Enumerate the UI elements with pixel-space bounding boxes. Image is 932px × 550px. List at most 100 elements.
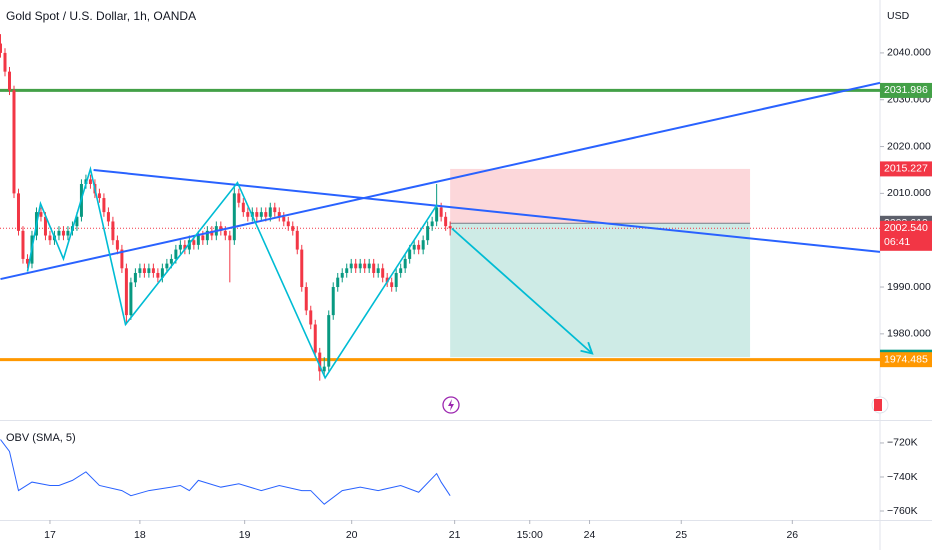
candle-body [165, 263, 169, 269]
candle-body [390, 282, 394, 288]
candle-body [349, 263, 353, 269]
candle-body [345, 268, 349, 273]
candle-body [282, 216, 286, 222]
candle-body [439, 207, 443, 217]
candle-body [25, 258, 29, 264]
candle-body [421, 240, 425, 250]
candle-body [138, 268, 142, 273]
candle-body [300, 249, 304, 288]
candle-body [354, 263, 358, 269]
candle-body [39, 212, 43, 217]
candle-body [412, 244, 416, 250]
candle-body [205, 230, 209, 241]
candle-body [259, 212, 263, 217]
candle-body [120, 249, 124, 269]
candle-body [151, 268, 155, 273]
x-tick-label: 26 [786, 529, 798, 541]
candle-body [12, 90, 16, 194]
price-label-box [880, 82, 932, 98]
obv-line [0, 439, 451, 505]
x-tick-label: 15:00 [517, 529, 543, 541]
trendline [0, 81, 880, 281]
candle-body [160, 268, 164, 278]
candle-body [48, 235, 52, 241]
arrow-line [451, 227, 593, 355]
y-tick-label: 2010.000 [887, 187, 931, 199]
candle-body [97, 193, 101, 199]
candle-body [124, 268, 128, 316]
candle-body [264, 212, 268, 217]
x-tick-label: 20 [346, 529, 358, 541]
axes: 2040.0002030.0002020.0002010.0001990.000… [44, 47, 932, 541]
price-label-box [880, 161, 932, 177]
y-tick-label: 2040.000 [887, 47, 931, 59]
y-tick-label: −760K [887, 505, 918, 517]
candle-body [435, 207, 439, 222]
candle-body [169, 258, 173, 264]
y-tick-label: 2020.000 [887, 140, 931, 152]
candle-body [309, 310, 313, 325]
candle-body [21, 230, 25, 259]
candle-body [385, 277, 389, 283]
candle-body [210, 230, 214, 236]
candle-body [237, 193, 241, 203]
y-tick-label: 1980.000 [887, 328, 931, 340]
candle-body [3, 52, 7, 72]
candle-body [340, 272, 344, 278]
candle-body [7, 71, 11, 91]
candle-body [133, 272, 137, 283]
candle-body [358, 263, 362, 269]
price-label-box [880, 352, 932, 368]
target-zone [450, 223, 751, 358]
price-label: 1974.485 [884, 353, 928, 365]
candle-body [61, 230, 65, 236]
x-tick-label: 17 [44, 529, 56, 541]
candle-body [156, 272, 160, 278]
candle-body [66, 230, 70, 236]
candle-body [408, 249, 412, 259]
candle-body [183, 244, 187, 250]
x-tick-label: 24 [584, 529, 596, 541]
currency: USD [887, 10, 910, 22]
x-tick-label: 18 [134, 529, 146, 541]
candle-body [313, 324, 317, 353]
candle-body [196, 235, 200, 245]
candle-body [43, 216, 47, 236]
candle-body [273, 207, 277, 213]
candle-body [318, 352, 322, 372]
candle-body [142, 268, 146, 273]
price-label: 2031.986 [884, 84, 928, 96]
candle-body [57, 230, 61, 236]
candle-body [129, 282, 133, 316]
candle-body [106, 212, 110, 222]
candle-body [331, 287, 335, 316]
y-tick-label: 1990.000 [887, 281, 931, 293]
trendline [93, 168, 880, 253]
candle-body [327, 315, 331, 367]
candle-body [295, 230, 299, 250]
candle-body [367, 263, 371, 269]
candle-body [192, 240, 196, 245]
candle-body [241, 202, 245, 213]
chart-title: Gold Spot / U.S. Dollar, 1h, OANDA [6, 9, 196, 23]
candle-body [75, 216, 79, 227]
candle-body [178, 244, 182, 250]
candle-body [426, 226, 430, 241]
x-tick-label: 25 [675, 529, 687, 541]
candle-body [255, 212, 259, 217]
candle-body [399, 268, 403, 273]
alert-icon[interactable] [442, 396, 460, 414]
stop-zone [450, 168, 751, 224]
x-tick-label: 21 [449, 529, 461, 541]
candle-body [16, 193, 20, 231]
candle-body [336, 277, 340, 288]
price-label: 2002.540 [884, 222, 928, 234]
candle-body [363, 263, 367, 269]
candle-body [228, 235, 232, 241]
candle-body [174, 249, 178, 259]
candle-body [88, 179, 92, 185]
y-tick-label: −740K [887, 471, 918, 483]
flag-icon[interactable] [871, 396, 889, 414]
candle-body [147, 268, 151, 273]
candle-body [277, 212, 281, 217]
